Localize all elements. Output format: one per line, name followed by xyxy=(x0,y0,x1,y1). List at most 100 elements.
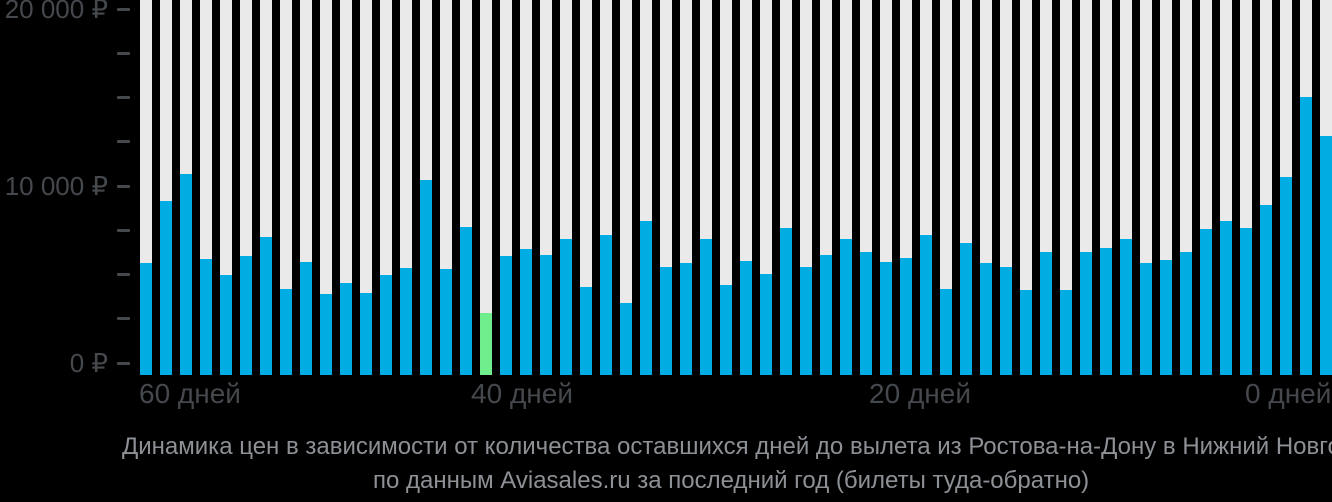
y-axis-tick xyxy=(117,51,130,55)
price-bar xyxy=(620,302,632,375)
bar-day-28[interactable] xyxy=(760,0,772,375)
bar-day-31[interactable] xyxy=(700,0,712,375)
bar-day-45[interactable] xyxy=(420,0,432,375)
bar-day-7[interactable] xyxy=(1180,0,1192,375)
bar-day-2[interactable] xyxy=(1280,0,1292,375)
bar-day-33[interactable] xyxy=(660,0,672,375)
bar-day-55[interactable] xyxy=(220,0,232,375)
bar-day-50[interactable] xyxy=(320,0,332,375)
bar-day-42[interactable] xyxy=(480,0,492,375)
bar-day-29[interactable] xyxy=(740,0,752,375)
y-axis-tick xyxy=(117,361,130,365)
price-bar xyxy=(720,285,732,375)
bar-day-57[interactable] xyxy=(180,0,192,375)
x-axis-label: 60 дней xyxy=(139,378,241,409)
bar-day-13[interactable] xyxy=(1060,0,1072,375)
bar-day-1[interactable] xyxy=(1300,0,1312,375)
y-axis-tick xyxy=(117,140,130,144)
bar-day-6[interactable] xyxy=(1200,0,1212,375)
bar-day-24[interactable] xyxy=(840,0,852,375)
bar-day-44[interactable] xyxy=(440,0,452,375)
bar-day-40[interactable] xyxy=(520,0,532,375)
price-bar xyxy=(600,234,612,375)
price-bar xyxy=(320,293,332,375)
bar-day-58[interactable] xyxy=(160,0,172,375)
bar-day-32[interactable] xyxy=(680,0,692,375)
bar-day-34[interactable] xyxy=(640,0,652,375)
price-bar xyxy=(960,242,972,375)
bar-day-9[interactable] xyxy=(1140,0,1152,375)
bar-day-18[interactable] xyxy=(960,0,972,375)
price-bar xyxy=(920,234,932,375)
price-bar xyxy=(160,201,172,375)
price-bar xyxy=(700,239,712,375)
price-bar xyxy=(180,173,192,375)
bar-day-54[interactable] xyxy=(240,0,252,375)
bar-day-39[interactable] xyxy=(540,0,552,375)
bar-day-23[interactable] xyxy=(860,0,872,375)
bar-day-46[interactable] xyxy=(400,0,412,375)
bar-day-48[interactable] xyxy=(360,0,372,375)
bar-day-4[interactable] xyxy=(1240,0,1252,375)
price-bar xyxy=(740,261,752,375)
price-bar xyxy=(300,262,312,375)
bar-day-52[interactable] xyxy=(280,0,292,375)
price-bar xyxy=(760,273,772,375)
bar-day-49[interactable] xyxy=(340,0,352,375)
price-bar xyxy=(400,268,412,375)
bar-day-17[interactable] xyxy=(980,0,992,375)
bar-day-30[interactable] xyxy=(720,0,732,375)
bar-backdrop xyxy=(720,0,732,375)
bar-day-26[interactable] xyxy=(800,0,812,375)
bar-day-27[interactable] xyxy=(780,0,792,375)
bar-day-22[interactable] xyxy=(880,0,892,375)
bar-day-16[interactable] xyxy=(1000,0,1012,375)
bar-day-35[interactable] xyxy=(620,0,632,375)
bar-day-0[interactable] xyxy=(1320,0,1332,375)
bar-day-14[interactable] xyxy=(1040,0,1052,375)
bar-day-21[interactable] xyxy=(900,0,912,375)
price-bar xyxy=(1020,290,1032,375)
price-bar xyxy=(1060,290,1072,375)
price-bar xyxy=(940,288,952,375)
y-axis-tick xyxy=(117,317,130,321)
bar-day-38[interactable] xyxy=(560,0,572,375)
bar-day-3[interactable] xyxy=(1260,0,1272,375)
bar-day-11[interactable] xyxy=(1100,0,1112,375)
price-bar xyxy=(460,226,472,375)
bar-day-15[interactable] xyxy=(1020,0,1032,375)
price-bar xyxy=(140,263,152,375)
bar-backdrop xyxy=(340,0,352,375)
bar-backdrop xyxy=(1060,0,1072,375)
bar-day-10[interactable] xyxy=(1120,0,1132,375)
bar-day-20[interactable] xyxy=(920,0,932,375)
price-bar xyxy=(1040,251,1052,375)
price-bar xyxy=(260,237,272,375)
bar-day-37[interactable] xyxy=(580,0,592,375)
chart-title: Динамика цен в зависимости от количества… xyxy=(122,433,1332,460)
bar-day-25[interactable] xyxy=(820,0,832,375)
bar-day-5[interactable] xyxy=(1220,0,1232,375)
bar-day-8[interactable] xyxy=(1160,0,1172,375)
bar-day-12[interactable] xyxy=(1080,0,1092,375)
price-bar xyxy=(1120,239,1132,375)
bar-backdrop xyxy=(620,0,632,375)
bar-day-51[interactable] xyxy=(300,0,312,375)
y-axis-tick xyxy=(117,228,130,232)
price-bar xyxy=(380,275,392,375)
bar-backdrop xyxy=(280,0,292,375)
bar-day-43[interactable] xyxy=(460,0,472,375)
price-bar xyxy=(360,293,372,375)
bar-day-41[interactable] xyxy=(500,0,512,375)
bar-day-53[interactable] xyxy=(260,0,272,375)
bar-backdrop xyxy=(940,0,952,375)
bar-day-19[interactable] xyxy=(940,0,952,375)
y-axis-label: 20 000 ₽ xyxy=(4,0,108,24)
bar-day-36[interactable] xyxy=(600,0,612,375)
bar-day-47[interactable] xyxy=(380,0,392,375)
price-bar xyxy=(1180,251,1192,375)
y-axis-tick xyxy=(117,184,130,188)
x-axis-label: 20 дней xyxy=(869,378,971,409)
bar-day-56[interactable] xyxy=(200,0,212,375)
bar-day-59[interactable] xyxy=(140,0,152,375)
